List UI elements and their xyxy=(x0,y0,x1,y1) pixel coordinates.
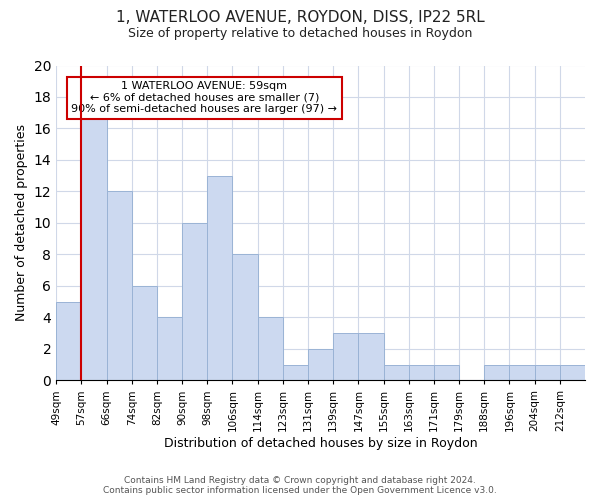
Bar xyxy=(509,364,535,380)
Bar xyxy=(409,364,434,380)
Bar xyxy=(56,302,82,380)
Bar xyxy=(232,254,257,380)
Bar xyxy=(560,364,585,380)
Bar xyxy=(358,333,383,380)
Bar xyxy=(182,223,207,380)
Text: 1, WATERLOO AVENUE, ROYDON, DISS, IP22 5RL: 1, WATERLOO AVENUE, ROYDON, DISS, IP22 5… xyxy=(116,10,484,25)
Bar xyxy=(207,176,232,380)
Bar xyxy=(484,364,509,380)
Bar xyxy=(383,364,409,380)
Bar xyxy=(535,364,560,380)
Bar xyxy=(333,333,358,380)
Bar xyxy=(434,364,459,380)
Bar xyxy=(283,364,308,380)
Text: Contains HM Land Registry data © Crown copyright and database right 2024.
Contai: Contains HM Land Registry data © Crown c… xyxy=(103,476,497,495)
Text: 1 WATERLOO AVENUE: 59sqm
← 6% of detached houses are smaller (7)
90% of semi-det: 1 WATERLOO AVENUE: 59sqm ← 6% of detache… xyxy=(71,81,337,114)
Bar xyxy=(132,286,157,380)
Text: Size of property relative to detached houses in Roydon: Size of property relative to detached ho… xyxy=(128,28,472,40)
Y-axis label: Number of detached properties: Number of detached properties xyxy=(15,124,28,322)
X-axis label: Distribution of detached houses by size in Roydon: Distribution of detached houses by size … xyxy=(164,437,478,450)
Bar xyxy=(157,318,182,380)
Bar xyxy=(257,318,283,380)
Bar xyxy=(308,349,333,380)
Bar xyxy=(82,112,107,380)
Bar xyxy=(107,192,132,380)
